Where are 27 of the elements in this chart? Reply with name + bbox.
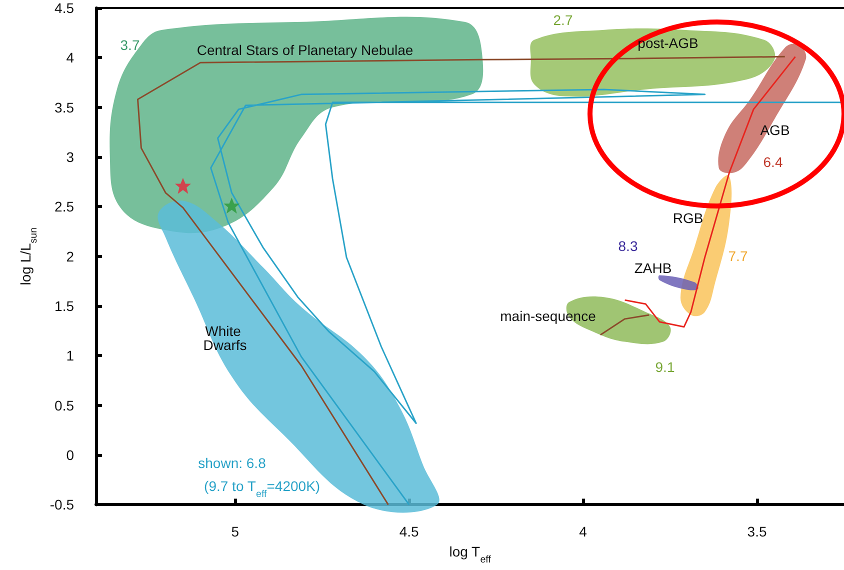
y-tick-label: 1.5 (54, 298, 74, 314)
y-tick-label: 3 (66, 149, 74, 166)
annotation: 8.3 (618, 238, 638, 254)
y-tick-label: 0.5 (54, 397, 74, 414)
annotation: 3.7 (120, 37, 140, 53)
annotation: Central Stars of Planetary Nebulae (196, 42, 414, 58)
annotation: 7.7 (728, 248, 748, 264)
annotation: ZAHB (634, 260, 672, 276)
y-tick-label: 3.5 (54, 99, 74, 116)
y-tick-label: -0.5 (50, 496, 74, 513)
y-tick-label: 2 (66, 248, 74, 264)
x-tick-label: 5 (231, 524, 240, 540)
x-tick-label: 4.5 (399, 524, 420, 540)
annotation: RGB (672, 210, 704, 226)
annotation: 6.4 (763, 154, 783, 170)
y-tick-label: 4 (66, 50, 74, 66)
y-axis-title: log L/Lsun (18, 227, 40, 286)
x-tick-label: 3.5 (747, 524, 767, 540)
y-tick-label: 1 (66, 348, 74, 364)
y-tick-label: 2.5 (54, 198, 74, 215)
x-tick-label: 4 (579, 524, 588, 540)
annotation: 2.7 (553, 12, 573, 28)
y-tick-label: 4.5 (54, 0, 74, 16)
annotation: 9.1 (655, 359, 675, 375)
y-tick-label: 0 (66, 447, 74, 464)
annotation: shown: 6.8 (198, 455, 266, 471)
annotation: post-AGB (638, 35, 698, 51)
